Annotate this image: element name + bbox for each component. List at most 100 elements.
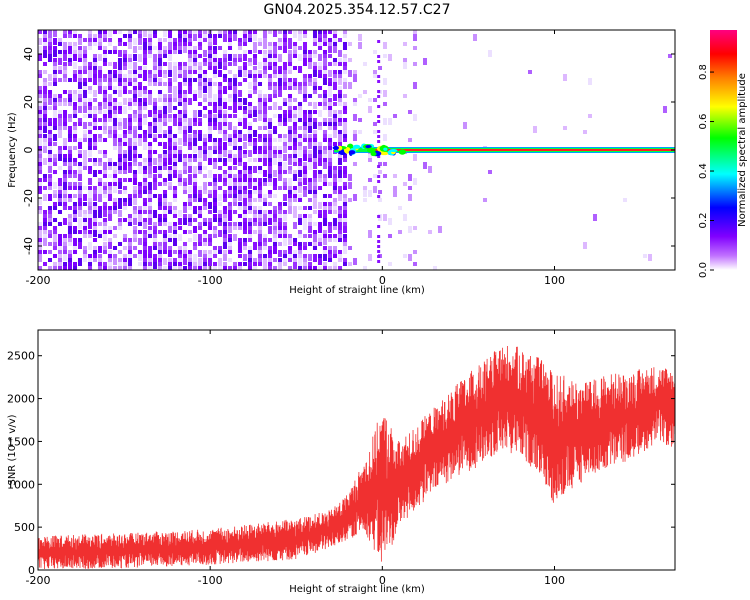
- heatmap-cell: [118, 162, 122, 169]
- heatmap-cell: [188, 174, 192, 178]
- heatmap-cell: [58, 146, 62, 150]
- heatmap-cell: [208, 170, 212, 177]
- heatmap-cell: [313, 90, 317, 94]
- heatmap-cell: [188, 126, 192, 133]
- heatmap-cell: [323, 194, 327, 198]
- heatmap-cell: [93, 206, 97, 210]
- heatmap-cell: [268, 58, 272, 62]
- heatmap-cell: [293, 134, 297, 141]
- heatmap-cell: [248, 158, 252, 162]
- heatmap-cell: [38, 110, 42, 114]
- heatmap-cell: [288, 62, 292, 66]
- heatmap-cell: [198, 170, 202, 174]
- heatmap-cell: [373, 122, 377, 126]
- heatmap-cell: [123, 246, 127, 250]
- heatmap-cell: [288, 110, 292, 114]
- heatmap-cell: [173, 62, 177, 69]
- heatmap-cell: [208, 122, 212, 129]
- heatmap-cell: [83, 138, 87, 142]
- heatmap-cell: [323, 58, 327, 62]
- heatmap-cell: [213, 74, 217, 78]
- heatmap-cell: [163, 158, 167, 162]
- heatmap-cell: [193, 194, 197, 201]
- heatmap-cell: [223, 170, 227, 174]
- heatmap-cell: [203, 250, 207, 257]
- heatmap-cell: [408, 194, 412, 201]
- heatmap-cell: [243, 238, 247, 242]
- heatmap-cell: [353, 162, 357, 166]
- heatmap-cell: [293, 186, 297, 190]
- heatmap-cell: [38, 178, 42, 182]
- heatmap-cell: [288, 186, 292, 190]
- heatmap-cell: [143, 202, 147, 206]
- heatmap-cell: [298, 218, 302, 225]
- heatmap-cell: [238, 266, 242, 270]
- heatmap-cell: [333, 38, 337, 45]
- heatmap-cell: [243, 230, 247, 234]
- x-tick-label: 100: [544, 274, 565, 287]
- heatmap-cell: [53, 266, 57, 270]
- heatmap-cell: [313, 234, 317, 238]
- heatmap-cell: [343, 250, 347, 254]
- heatmap-cell: [343, 238, 347, 242]
- heatmap-cell: [308, 62, 312, 69]
- heatmap-cell: [178, 258, 182, 265]
- heatmap-cell: [328, 238, 332, 242]
- y-tick-label: 1500: [7, 435, 35, 448]
- heatmap-cell: [268, 50, 272, 54]
- heatmap-cell: [198, 94, 202, 98]
- heatmap-cell: [118, 126, 122, 130]
- heatmap-cell: [248, 134, 252, 138]
- heatmap-cell: [98, 178, 102, 182]
- heatmap-cell: [338, 138, 342, 142]
- heatmap-cell: [93, 110, 97, 117]
- heatmap-cell: [148, 202, 152, 206]
- heatmap-cell: [343, 202, 347, 206]
- heatmap-cell: [233, 186, 237, 193]
- heatmap-cell: [253, 190, 257, 194]
- heatmap-cell: [63, 186, 67, 190]
- heatmap-cell: [258, 194, 262, 198]
- heatmap-cell: [223, 238, 227, 245]
- heatmap-cell: [153, 238, 157, 245]
- heatmap-cell: [318, 254, 322, 261]
- heatmap-cell: [223, 62, 227, 66]
- heatmap-cell: [243, 214, 247, 218]
- heatmap-cell: [108, 98, 112, 102]
- heatmap-cell: [218, 146, 222, 153]
- heatmap-cell: [88, 102, 92, 106]
- heatmap-cell: [188, 202, 192, 206]
- heatmap-cell: [188, 266, 192, 270]
- heatmap-cell: [128, 202, 132, 206]
- heatmap-cell: [158, 262, 162, 266]
- heatmap-cell: [308, 262, 312, 266]
- heatmap-cell: [188, 254, 192, 261]
- heatmap-cell: [103, 118, 107, 125]
- heatmap-cell: [163, 198, 167, 202]
- heatmap-cell: [273, 42, 277, 46]
- heatmap-cell: [298, 206, 302, 210]
- heatmap-cell: [377, 240, 381, 243]
- heatmap-cell: [48, 214, 52, 218]
- heatmap-cell: [153, 66, 157, 73]
- heatmap-cell: [283, 30, 287, 37]
- heatmap-cell: [273, 246, 277, 250]
- heatmap-cell: [163, 266, 167, 270]
- heatmap-cell: [208, 150, 212, 157]
- heatmap-cell: [53, 154, 57, 161]
- heatmap-cell: [88, 170, 92, 174]
- heatmap-cell: [173, 78, 177, 82]
- heatmap-cell: [288, 178, 292, 185]
- heatmap-cell: [238, 138, 242, 142]
- heatmap-cell: [298, 86, 302, 93]
- heatmap-cell: [263, 114, 267, 121]
- heatmap-cell: [63, 30, 67, 34]
- heatmap-cell: [173, 198, 177, 202]
- heatmap-cell: [83, 90, 87, 97]
- heatmap-cell: [308, 78, 312, 82]
- heatmap-cell: [233, 182, 237, 189]
- heatmap-cell: [173, 222, 177, 226]
- heatmap-cell: [328, 78, 332, 85]
- heatmap-cell: [68, 234, 72, 238]
- heatmap-cell: [98, 234, 102, 238]
